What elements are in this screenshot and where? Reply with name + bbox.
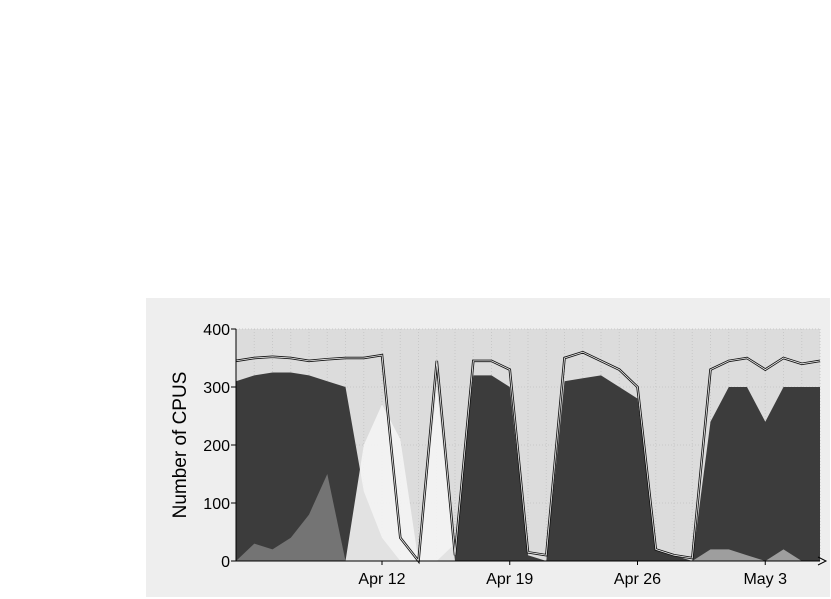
x-tick-label: May 3 — [743, 571, 787, 588]
series-area-3 — [236, 387, 820, 561]
series-area-2 — [236, 474, 820, 561]
y-axis-title: Number of CPUS — [170, 372, 191, 519]
x-tick-label: Apr 19 — [486, 571, 533, 588]
x-tick-label: Apr 12 — [358, 571, 405, 588]
series-lines — [235, 350, 821, 565]
series-area-4 — [236, 549, 820, 561]
y-tick-label: 0 — [221, 554, 230, 571]
series-line-total-highlight — [235, 351, 821, 563]
y-tick-label: 200 — [203, 438, 230, 455]
y-tick-label: 100 — [203, 496, 230, 513]
x-tick-label: Apr 26 — [614, 571, 661, 588]
series-areas — [236, 372, 820, 561]
x-axis-arrow — [817, 556, 828, 566]
x-tick-labels: Apr 12 Apr 19 Apr 26 May 3 — [358, 561, 787, 588]
y-tick-label: 400 — [203, 322, 230, 339]
y-tick-labels: 0 100 200 300 400 — [203, 322, 236, 571]
y-tick-label: 300 — [203, 380, 230, 397]
